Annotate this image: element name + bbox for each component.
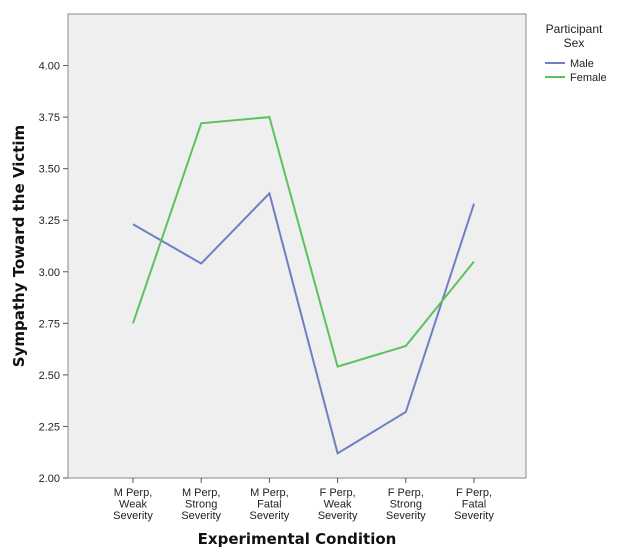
y-tick-label: 3.75 [39, 112, 60, 124]
legend-item-female: Female [545, 72, 607, 84]
y-tick-label: 3.50 [39, 164, 60, 176]
y-tick-label: 2.00 [39, 473, 60, 485]
x-tick-label-line: Severity [386, 510, 426, 522]
legend-label-male: Male [570, 58, 594, 70]
x-tick-label-line: F Perp, [456, 487, 492, 499]
x-tick-label-line: Severity [113, 510, 153, 522]
y-tick-label: 3.00 [39, 267, 60, 279]
x-tick-label-line: Severity [318, 510, 358, 522]
x-tick-label-line: Severity [250, 510, 290, 522]
y-tick-label: 4.00 [39, 61, 60, 73]
x-tick-label-line: F Perp, [388, 487, 424, 499]
y-tick-label: 2.50 [39, 370, 60, 382]
x-tick-label-line: F Perp, [320, 487, 356, 499]
y-tick-label: 3.25 [39, 215, 60, 227]
x-tick-label-line: Weak [119, 499, 147, 511]
y-axis-title: Sympathy Toward the Victim [10, 125, 28, 367]
y-tick-label: 2.25 [39, 421, 60, 433]
x-tick-label-line: M Perp, [250, 487, 289, 499]
y-axis: 2.00 2.25 2.50 2.75 3.00 3.25 3.50 3.75 4.00 [39, 61, 68, 485]
series-line-female [132, 116, 475, 368]
plot-area [67, 13, 527, 479]
x-tick-label-line: Fatal [462, 499, 486, 511]
x-tick-label-line: Severity [454, 510, 494, 522]
legend-title-line-2: Sex [564, 36, 585, 50]
x-tick-label-line: Fatal [257, 499, 281, 511]
series-layer [132, 116, 475, 455]
series-line-male [132, 191, 475, 455]
x-tick-label-line: Strong [390, 499, 422, 511]
x-tick-label-line: M Perp, [182, 487, 221, 499]
legend-title-line-1: Participant [546, 22, 603, 36]
y-tick-label: 2.75 [39, 318, 60, 330]
x-tick-label-line: M Perp, [114, 487, 153, 499]
x-tick-label-line: Strong [185, 499, 217, 511]
legend: Participant Sex Male Female [545, 22, 607, 84]
legend-item-male: Male [545, 58, 594, 70]
x-axis-title: Experimental Condition [198, 530, 397, 548]
x-tick-label-line: Severity [181, 510, 221, 522]
x-tick-label-line: Weak [324, 499, 352, 511]
legend-label-female: Female [570, 72, 607, 84]
